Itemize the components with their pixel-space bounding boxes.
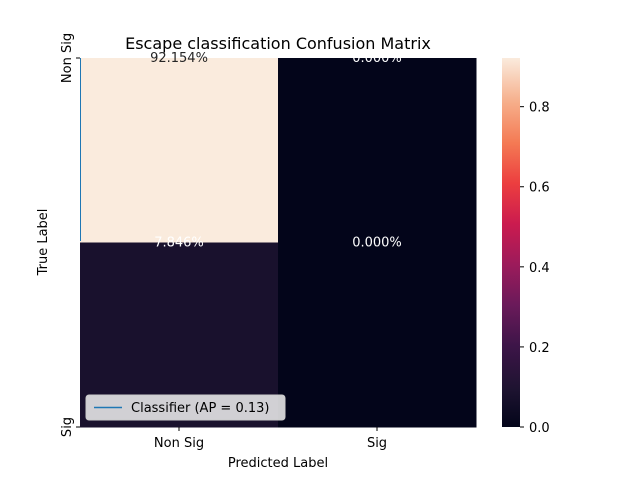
heatmap-cell-labels: 92.154% 0.000% 7.846% 0.000% <box>150 51 402 251</box>
cell-label-r0-c0: 92.154% <box>150 51 208 66</box>
chart-title: Escape classification Confusion Matrix <box>125 34 431 53</box>
y-tick-label: Sig <box>60 417 75 437</box>
colorbar-tick-label: 0.0 <box>529 421 550 436</box>
heatmap-cell-r0-c1 <box>278 58 477 243</box>
colorbar-ticks: 0.0 0.2 0.4 0.6 0.8 <box>520 101 550 436</box>
legend-entry-label: Classifier (AP = 0.13) <box>131 401 269 416</box>
y-axis-ticks: Non Sig Sig <box>60 33 80 437</box>
colorbar-tick-label: 0.8 <box>529 101 550 116</box>
cell-label-r0-c1: 0.000% <box>352 51 402 66</box>
cell-label-r1-c0: 7.846% <box>154 236 204 251</box>
colorbar-tick-label: 0.2 <box>529 341 550 356</box>
colorbar-tick-label: 0.6 <box>529 181 550 196</box>
x-tick-label: Non Sig <box>154 436 204 451</box>
x-axis-ticks: Non Sig Sig <box>154 427 387 451</box>
cell-label-r1-c1: 0.000% <box>352 236 402 251</box>
colorbar <box>502 58 520 427</box>
x-tick-label: Sig <box>367 436 387 451</box>
legend: Classifier (AP = 0.13) <box>85 394 286 421</box>
legend-box <box>85 394 286 421</box>
heatmap-cell-r0-c0 <box>80 58 279 243</box>
heatmap-cell-r1-c1 <box>278 242 477 428</box>
y-tick-label: Non Sig <box>60 33 75 83</box>
y-axis-label: True Label <box>36 209 51 277</box>
colorbar-tick-label: 0.4 <box>529 261 550 276</box>
x-axis-label: Predicted Label <box>228 456 328 471</box>
heatmap-cells <box>80 58 477 428</box>
